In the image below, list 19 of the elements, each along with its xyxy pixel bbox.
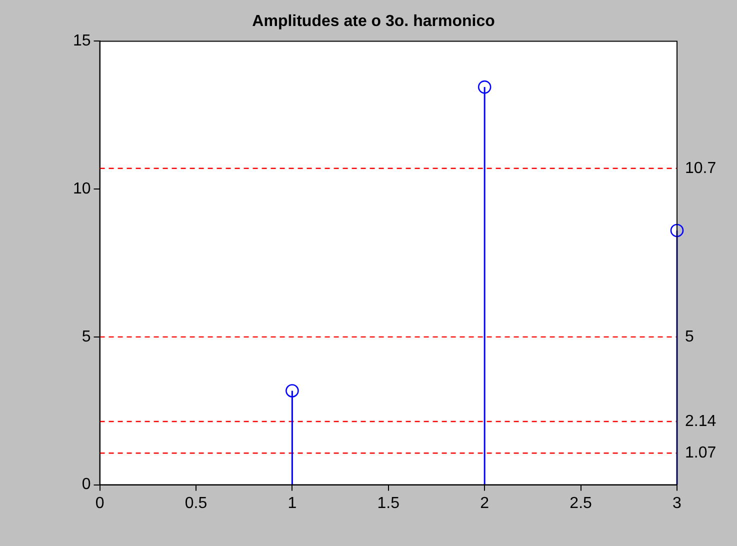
y-tick-label: 10 — [73, 180, 91, 198]
ref-line-label: 5 — [685, 328, 694, 346]
x-tick-label: 2 — [480, 494, 490, 512]
point — [286, 384, 299, 398]
x-tick-label: 0.5 — [184, 494, 208, 512]
y-tick-label: 15 — [73, 32, 91, 50]
x-tick-label: 1 — [288, 494, 297, 512]
x-tick-label: 0 — [95, 494, 104, 512]
point — [478, 80, 492, 94]
x-tick-label: 2.5 — [570, 494, 592, 512]
ref-line-label: 2.14 — [685, 412, 716, 430]
y-tick-label: 0 — [82, 476, 91, 494]
y-tick-label: 5 — [82, 328, 91, 346]
ref-line-label: 10.7 — [685, 160, 716, 177]
ref-line-label: 1.07 — [685, 444, 716, 462]
x-tick-label: 3 — [672, 494, 682, 512]
point — [670, 224, 684, 238]
chart-title: Amplitudes ate o 3o. harmonico — [252, 13, 496, 30]
x-tick-label: 1.5 — [377, 494, 400, 512]
